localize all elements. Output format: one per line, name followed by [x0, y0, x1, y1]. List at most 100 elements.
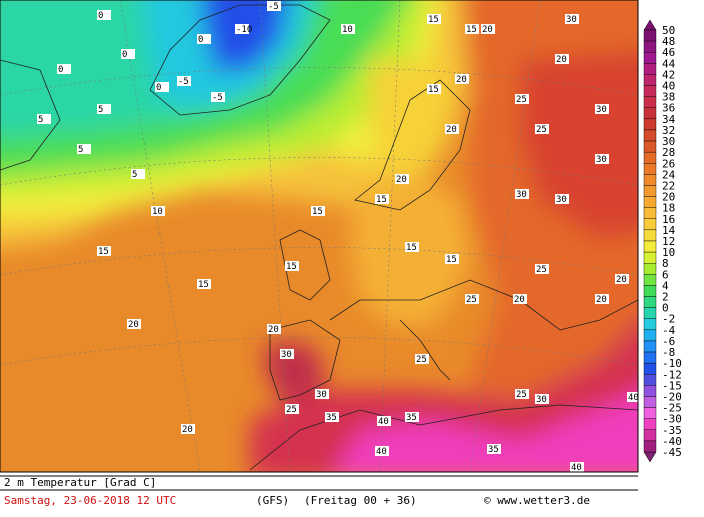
colorbar-label: 18	[662, 202, 675, 215]
label-box	[181, 424, 195, 434]
label-box	[131, 169, 145, 179]
colorbar-swatch	[643, 263, 657, 275]
label-box	[151, 206, 165, 216]
contour-label: 0	[155, 82, 169, 93]
contour-label: 30	[315, 389, 329, 400]
colorbar-label: 20	[662, 191, 675, 204]
label-box	[267, 324, 281, 334]
colorbar-swatch	[643, 40, 657, 53]
colorbar-swatch	[643, 107, 657, 120]
contour-label: 25	[415, 354, 429, 365]
contour-label: 35	[325, 412, 339, 423]
contour-label: 0	[97, 10, 111, 21]
contour-label: 5	[37, 114, 51, 125]
contour-label: 20	[595, 294, 609, 305]
label-box	[177, 76, 191, 86]
colorbar-swatch	[643, 418, 657, 430]
label-box	[341, 24, 355, 34]
label-box	[427, 14, 441, 24]
colorbar-label: 14	[662, 224, 676, 237]
contour-label-text: 15	[428, 15, 439, 25]
contour-label-text: 20	[128, 320, 139, 330]
colorbar-label: 38	[662, 91, 675, 104]
coastlines	[0, 4, 638, 471]
contour-label: 30	[555, 194, 569, 205]
contour-label: 25	[515, 94, 529, 105]
contour-label-text: 10	[152, 207, 163, 217]
contour-label: 30	[280, 349, 294, 360]
label-box	[555, 194, 569, 204]
contour-label: 15	[427, 14, 441, 25]
label-box	[127, 319, 141, 329]
contour-label: -10	[235, 24, 252, 35]
colorbar-swatch	[643, 385, 657, 397]
contour-label: 15	[97, 246, 111, 257]
contour-label: 20	[481, 24, 495, 35]
label-box	[311, 206, 325, 216]
contour-label-text: 5	[98, 105, 103, 115]
colorbar-label: 30	[662, 135, 675, 148]
colorbar-swatch	[643, 207, 657, 219]
colorbar-label: -25	[662, 402, 682, 415]
label-box	[445, 124, 459, 134]
colorbar-swatch	[643, 85, 657, 97]
label-box	[465, 24, 479, 34]
colorbar-label: 22	[662, 179, 675, 192]
colorbar-label: 50	[662, 24, 675, 37]
contour-label: 0	[121, 49, 135, 60]
label-box	[375, 446, 389, 456]
colorbar-swatch	[643, 285, 657, 297]
contour-label: 0	[57, 64, 71, 75]
contour-label: 20	[267, 324, 281, 335]
contour-label: -5	[267, 1, 281, 12]
contour-label-text: 20	[456, 75, 467, 85]
colorbar-cap	[643, 19, 657, 31]
colorbar-label: 48	[662, 35, 675, 48]
colorbar-swatch	[643, 96, 657, 108]
colorbar-swatch	[643, 374, 657, 386]
colorbar-swatch	[643, 240, 657, 253]
colorbar-label: -20	[662, 390, 682, 403]
colorbar-swatch	[643, 29, 657, 42]
label-box	[513, 294, 527, 304]
contour-label: 15	[427, 84, 441, 95]
contour-label-text: 5	[132, 170, 137, 180]
colorbar-label: 8	[662, 257, 669, 270]
label-box	[315, 389, 329, 399]
contour-label: 30	[515, 189, 529, 200]
contour-label-text: 30	[596, 105, 607, 115]
colorbar-label: -2	[662, 313, 675, 326]
contour-label-text: 0	[98, 11, 103, 21]
label-box	[515, 189, 529, 199]
label-box	[535, 124, 549, 134]
contour-label: 40	[570, 462, 584, 472]
contour-label-text: 25	[416, 355, 427, 365]
contour-label-text: 40	[378, 417, 389, 427]
contour-label: 20	[395, 174, 409, 185]
colorbar-label: -6	[662, 335, 675, 348]
label-box	[211, 92, 225, 102]
colorbar-label: 34	[662, 113, 676, 126]
contour-label-text: -5	[212, 93, 223, 103]
label-box	[481, 24, 495, 34]
contour-label-text: 5	[38, 115, 43, 125]
contour-label: 20	[513, 294, 527, 305]
contour-label-text: 10	[342, 25, 353, 35]
footer-credit: © www.wetter3.de	[484, 494, 590, 507]
footer-run: (Freitag 00 + 36)	[304, 494, 417, 507]
colorbar-label: 0	[662, 302, 669, 315]
label-box	[197, 279, 211, 289]
contour-label: 10	[341, 24, 355, 35]
contour-label-text: 15	[406, 243, 417, 253]
colorbar-label: 46	[662, 46, 675, 59]
contour-label: 15	[445, 254, 459, 265]
colorbar-label: -4	[662, 324, 676, 337]
contour-label: 25	[535, 124, 549, 135]
label-box	[97, 246, 111, 256]
colorbar-label: 42	[662, 68, 675, 81]
colorbar-swatch	[643, 218, 657, 231]
contour-label-text: 30	[281, 350, 292, 360]
colorbar-swatch	[643, 229, 657, 242]
colorbar-label: 24	[662, 168, 676, 181]
contour-label-text: 35	[406, 413, 417, 423]
